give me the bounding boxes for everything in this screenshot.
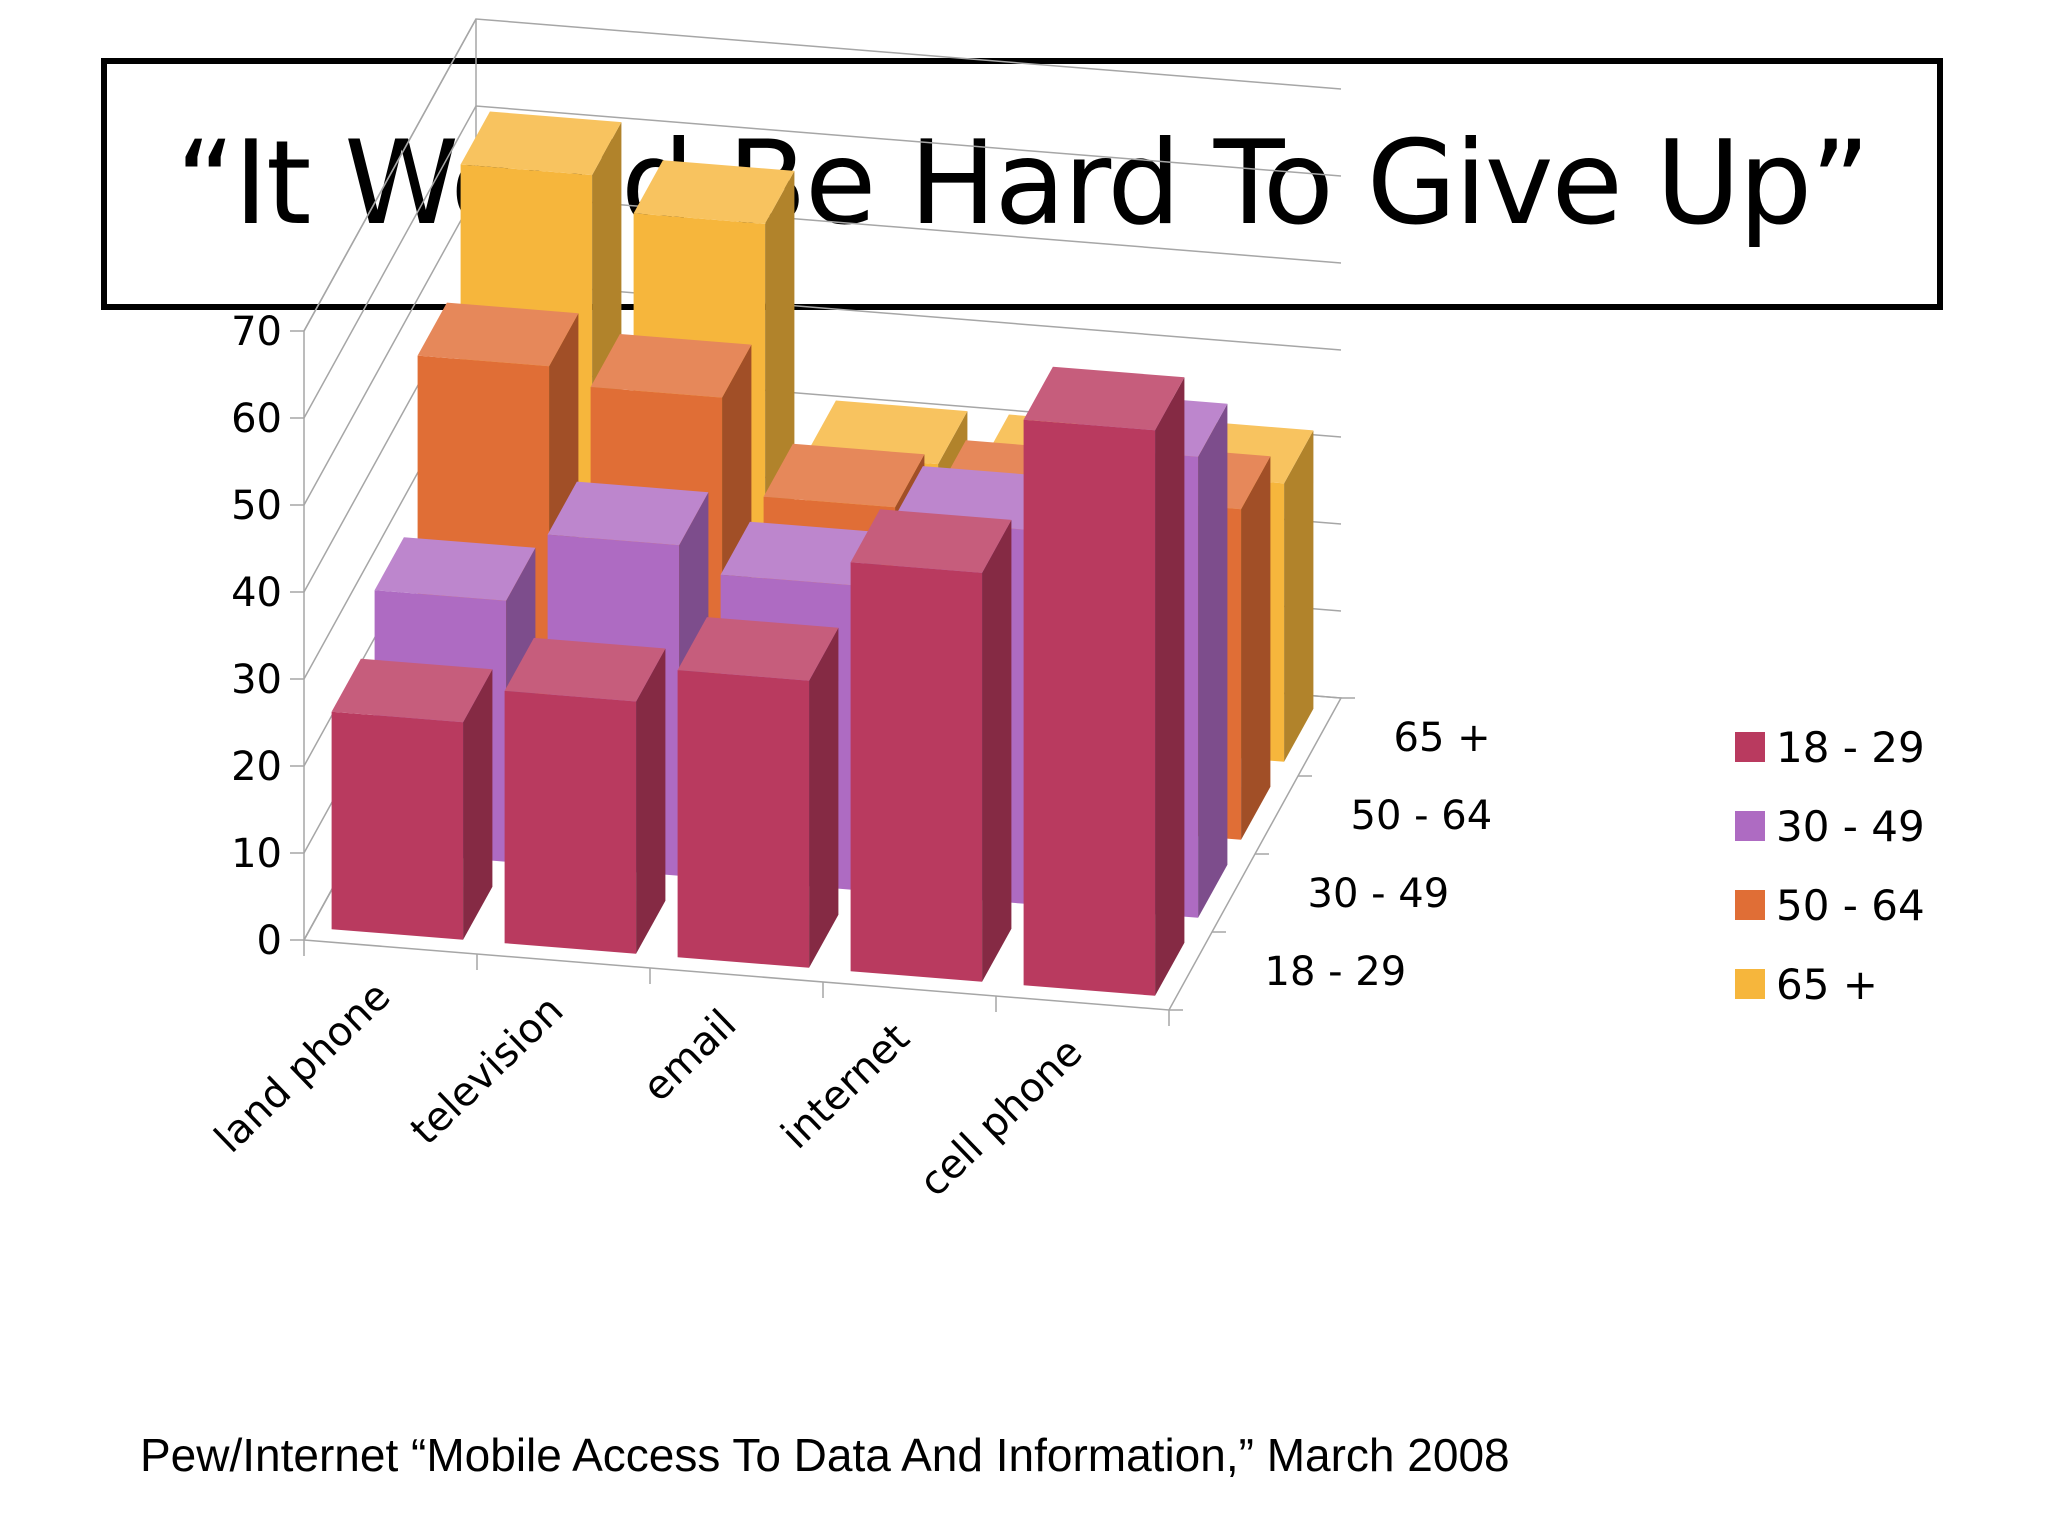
- y-tick-label: 10: [231, 831, 282, 877]
- bar-front-face: [850, 562, 983, 982]
- bar-side-face: [1284, 430, 1314, 762]
- bar-top-face: [677, 617, 839, 681]
- bar-top-face: [547, 481, 709, 546]
- x-category-label: land phone: [206, 973, 399, 1162]
- bar-side-face: [463, 669, 493, 940]
- bar: [331, 658, 493, 940]
- legend-swatch: [1735, 811, 1765, 841]
- bar-front-face: [1023, 419, 1156, 996]
- depth-axis-label: 30 - 49: [1308, 871, 1450, 917]
- bar-top-face: [374, 537, 536, 601]
- depth-axis-label: 65 +: [1394, 715, 1491, 761]
- legend-label: 30 - 49: [1776, 802, 1925, 851]
- bar: [677, 617, 839, 968]
- source-citation: Pew/Internet “Mobile Access To Data And …: [140, 1429, 1510, 1481]
- bar: [1023, 366, 1185, 996]
- bar-top-face: [633, 160, 795, 224]
- bar-top-face: [720, 521, 882, 586]
- legend-swatch: [1735, 890, 1765, 920]
- y-tick-label: 30: [231, 657, 282, 703]
- bar-top-face: [850, 509, 1012, 573]
- bar-side-face: [809, 627, 839, 968]
- y-tick-label: 70: [231, 309, 282, 355]
- depth-axis-label: 18 - 29: [1265, 949, 1407, 995]
- y-gridline: [303, 18, 1342, 332]
- depth-axis-label: 50 - 64: [1351, 793, 1493, 839]
- x-category-label: cell phone: [911, 1029, 1092, 1206]
- legend-swatch: [1735, 969, 1765, 999]
- y-tick-label: 60: [231, 396, 282, 442]
- y-tick-label: 50: [231, 483, 282, 529]
- bar: [850, 509, 1012, 982]
- bar-side-face: [636, 648, 666, 954]
- slide-title: “It Would Be Hard To Give Up”: [175, 116, 1871, 251]
- legend-label: 18 - 29: [1776, 723, 1925, 772]
- bar-side-face: [1241, 456, 1271, 840]
- bar-side-face: [1155, 377, 1185, 996]
- bar-front-face: [677, 670, 810, 968]
- bar-top-face: [331, 658, 493, 723]
- y-tick-label: 0: [257, 918, 282, 964]
- bar-top-face: [417, 302, 579, 367]
- y-gridline: [303, 105, 1342, 419]
- bar-front-face: [331, 711, 464, 940]
- bar-top-face: [460, 111, 622, 176]
- bar: [504, 637, 666, 954]
- y-tick-label: 20: [231, 744, 282, 790]
- legend-swatch: [1735, 732, 1765, 762]
- bar-side-face: [982, 519, 1012, 982]
- legend-label: 65 +: [1776, 960, 1878, 1009]
- bar-top-face: [504, 637, 666, 702]
- bar-front-face: [504, 690, 637, 954]
- legend-label: 50 - 64: [1776, 881, 1925, 930]
- bar-side-face: [1198, 403, 1228, 918]
- bar-top-face: [590, 334, 752, 398]
- bar-top-face: [1023, 366, 1185, 431]
- x-category-label: email: [634, 1001, 745, 1111]
- x-category-label: television: [402, 987, 572, 1154]
- bar-top-face: [763, 443, 925, 508]
- slide-title-box: “It Would Be Hard To Give Up”: [101, 58, 1943, 310]
- x-category-label: internet: [773, 1015, 919, 1158]
- y-tick-label: 40: [231, 570, 282, 616]
